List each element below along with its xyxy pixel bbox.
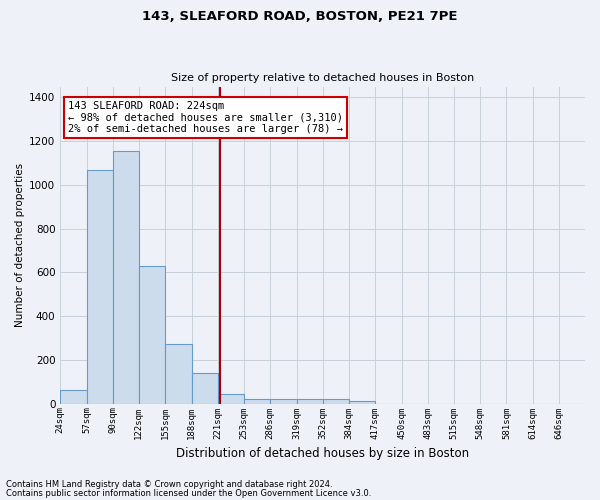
- Text: Contains public sector information licensed under the Open Government Licence v3: Contains public sector information licen…: [6, 488, 371, 498]
- Bar: [349, 402, 375, 404]
- Bar: [323, 400, 349, 404]
- Bar: [218, 394, 244, 404]
- Bar: [296, 400, 323, 404]
- Bar: [244, 400, 270, 404]
- X-axis label: Distribution of detached houses by size in Boston: Distribution of detached houses by size …: [176, 447, 469, 460]
- Y-axis label: Number of detached properties: Number of detached properties: [15, 163, 25, 327]
- Bar: [191, 374, 218, 404]
- Text: 143, SLEAFORD ROAD, BOSTON, PE21 7PE: 143, SLEAFORD ROAD, BOSTON, PE21 7PE: [142, 10, 458, 23]
- Bar: [139, 266, 165, 404]
- Text: Contains HM Land Registry data © Crown copyright and database right 2024.: Contains HM Land Registry data © Crown c…: [6, 480, 332, 489]
- Bar: [87, 170, 113, 404]
- Bar: [165, 344, 191, 404]
- Bar: [113, 151, 139, 404]
- Bar: [60, 390, 87, 404]
- Title: Size of property relative to detached houses in Boston: Size of property relative to detached ho…: [171, 73, 474, 83]
- Text: 143 SLEAFORD ROAD: 224sqm
← 98% of detached houses are smaller (3,310)
2% of sem: 143 SLEAFORD ROAD: 224sqm ← 98% of detac…: [68, 101, 343, 134]
- Bar: [270, 400, 296, 404]
